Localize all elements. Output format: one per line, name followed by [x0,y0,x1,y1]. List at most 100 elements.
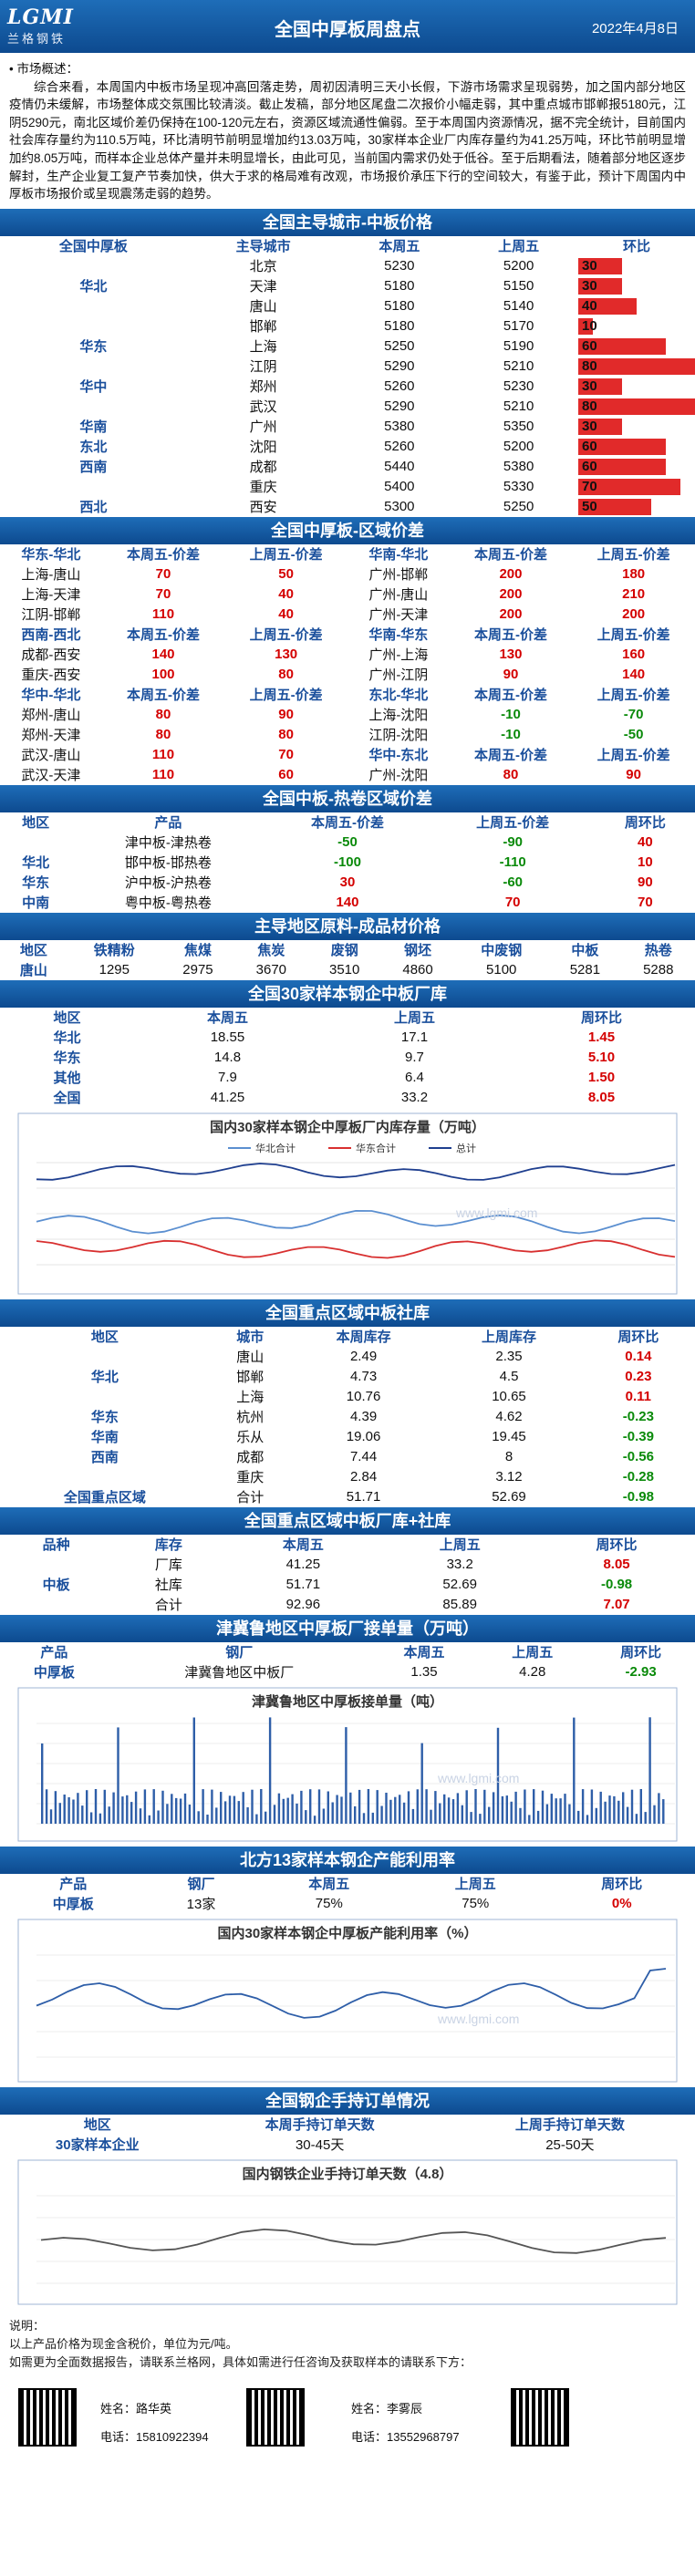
table-cell: 41.25 [210,1090,245,1106]
phone-label: 电话： [351,2429,388,2444]
change-bar [578,257,622,274]
table-header-row: 华中-华北 本周五-价差 上周五-价差 东北-华北 本周五-价差 上周五-价差 [0,685,695,705]
change-bar [578,337,666,355]
price-cell: 5210 [503,398,534,415]
price-cell: 5200 [503,439,534,455]
table-cell: 0.23 [625,1369,652,1385]
bar [317,1789,321,1824]
table-cell: 2.35 [495,1349,523,1365]
bar [376,1789,379,1824]
table-cell: 3510 [329,962,360,978]
bar [296,1803,298,1824]
column-header: 上周五-价差 [596,547,670,564]
price-cell: 5200 [503,258,534,274]
table-cell: 沪中板-沪热卷 [124,875,212,892]
bar [635,1813,638,1824]
table-row: 东北 沈阳 5260 5200 60 [0,437,695,457]
table-row: 华中 郑州 5260 5230 30 [0,377,695,397]
table-cell: 华东 [53,1050,81,1067]
bar [559,1797,562,1824]
table-cell: 80 [155,707,171,723]
change-cell: 30 [578,256,695,276]
table-cell: 19.45 [492,1429,526,1445]
bar [474,1788,477,1824]
change-value: 30 [582,258,597,274]
change-value: 60 [582,459,597,475]
table-cell: 上海 [236,1390,265,1406]
bar [188,1804,192,1824]
table-row: 武汉-唐山 110 70 华中-东北 本周五-价差 上周五-价差 [0,745,695,765]
chart-title: 津冀鲁地区中厚板接单量（吨） [252,1693,443,1710]
price-cell: 5290 [384,398,415,415]
name-label: 姓名： [100,2401,137,2416]
price-cell: 5180 [384,318,415,335]
bar [309,1788,312,1824]
table-cell: 华东 [90,1410,119,1426]
table-header-row: 品种 库存 本周五 上周五 周环比 [0,1535,695,1555]
table-cell: 5.10 [587,1050,616,1066]
city-cell: 沈阳 [249,440,277,456]
table-cell: 200 [622,606,646,623]
table-cell: 4.73 [349,1369,378,1385]
bar [367,1788,370,1824]
table-cell: 30 [339,874,356,891]
name-label: 姓名： [351,2401,388,2416]
table-cell: 1.45 [587,1029,616,1046]
bar [143,1789,147,1824]
bar [94,1788,98,1824]
table-row: 江阴 5290 5210 80 [0,357,695,377]
table-cell: 90 [626,767,641,783]
change-bar [578,398,695,415]
price-cell: 5230 [503,378,534,395]
price-cell: 5330 [503,479,534,495]
column-header: 地区 [22,815,50,832]
table-header-row: 地区 本周五 上周五 周环比 [0,1008,695,1028]
table-cell: 140 [622,667,646,683]
table-cell [0,1555,112,1575]
table-cell: 上周五-价差 [596,748,670,764]
table-row: 华北 邯中板-邯热卷 -100 -110 10 [0,853,695,873]
bar [313,1815,316,1824]
table-cell: 5100 [486,962,517,978]
bar [430,1809,432,1824]
bar [439,1803,441,1824]
table-row: 华东 沪中板-沪热卷 30 -60 90 [0,873,695,893]
raw-material-table: 地区 铁精粉 焦煤 焦炭 废钢 钢坯 中废钢 中板 热卷 唐山 1295 2975 3670 3510 48… [0,940,695,980]
column-header: 城市 [236,1329,265,1346]
table-cell: 2.49 [349,1349,378,1365]
series-line [36,1209,676,1235]
bar [345,1726,348,1824]
bar [121,1795,124,1824]
column-header: 铁精粉 [93,943,135,959]
column-header: 本周五-价差 [473,627,547,644]
region-cell [0,296,187,316]
price-cell: 5380 [503,459,534,475]
column-header: 西南-西北 [21,627,81,644]
column-header: 环比 [622,239,650,255]
table-cell: 广州-邯郸 [368,567,429,584]
table-row: 30家样本企业 30-45天 25-50天 [0,2135,695,2155]
qr-code-icon [246,2387,305,2447]
change-bar [578,297,637,315]
change-value: 70 [582,479,597,495]
city-cell: 重庆 [249,480,277,496]
region-cell [0,256,187,276]
column-header: 钢厂 [187,1877,215,1893]
region-cell: 华北 [79,279,108,295]
table-cell: 200 [499,606,523,623]
contact-panel: 姓名：路华英 电话：15810922394 姓名：李雾辰 电话：13552968… [0,2379,695,2479]
table-cell: 郑州-天津 [21,728,81,744]
bar [402,1802,406,1824]
column-header: 华中-华北 [21,688,81,704]
column-header: 上周五-价差 [476,815,550,832]
bar [117,1727,119,1824]
table-cell: 合计 [236,1490,265,1506]
bar [220,1791,223,1824]
table-cell: -2.93 [625,1664,657,1681]
table-row: 西南 成都 5440 5380 60 [0,457,695,477]
table-cell: 40 [278,606,294,623]
column-header: 上周五 [439,1537,481,1554]
table-row: 西南 成都 7.44 8 -0.56 [0,1447,695,1467]
table-cell: 130 [275,647,298,663]
table-cell: -0.28 [622,1469,654,1485]
